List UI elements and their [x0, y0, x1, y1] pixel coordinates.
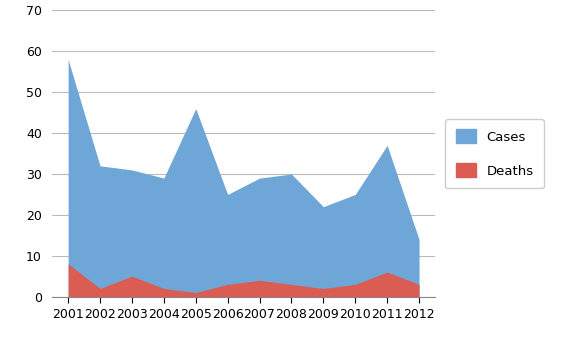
Legend: Cases, Deaths: Cases, Deaths	[445, 119, 544, 188]
